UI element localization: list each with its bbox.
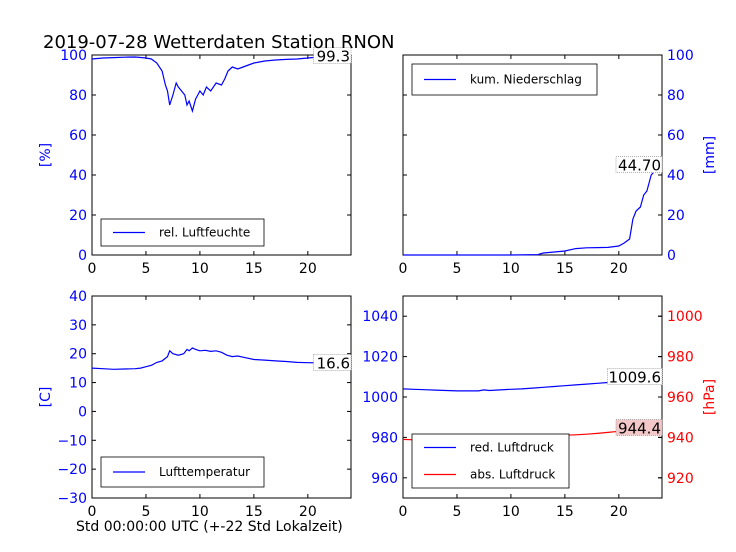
series-line-precipitation-0 (403, 165, 663, 256)
x-tick-label: 20 (610, 261, 628, 277)
y-tick-label: 0 (78, 404, 87, 420)
y-axis-label: [hPa] (702, 379, 718, 415)
value-annotation-box (313, 354, 352, 371)
y-tick-label: 40 (667, 168, 685, 184)
y-tick-label: 100 (60, 48, 87, 64)
x-tick-label: 10 (191, 261, 209, 277)
value-annotation-box (615, 419, 663, 436)
value-annotation: 16.6 (317, 355, 350, 373)
figure-title: 2019-07-28 Wetterdaten Station RNON (43, 32, 394, 53)
value-annotation: 944.4 (618, 420, 661, 438)
y-tick-label: 20 (69, 347, 87, 363)
x-tick-label: 20 (299, 504, 317, 520)
value-annotation-box (313, 47, 352, 64)
x-tick-label: 0 (88, 261, 97, 277)
y-right-tick-label: 920 (667, 471, 694, 487)
y-right-tick-label: 1000 (667, 309, 703, 325)
x-tick-label: 15 (556, 504, 574, 520)
x-tick-label: 5 (452, 261, 461, 277)
figure-xlabel: Std 00:00:00 UTC (+-22 Std Lokalzeit) (76, 519, 343, 535)
y-axis-label: [%] (38, 143, 54, 167)
x-tick-label: 5 (141, 504, 150, 520)
y-right-tick-label: 980 (667, 350, 694, 366)
y-tick-label: 980 (371, 430, 398, 446)
y-tick-label: 1040 (362, 309, 398, 325)
value-annotation: 1009.6 (609, 369, 662, 387)
series-line-temperature-0 (91, 347, 351, 370)
y-tick-label: 960 (371, 471, 398, 487)
y-tick-label: 1020 (362, 350, 398, 366)
plot-frame (91, 54, 352, 256)
y-axis-label: [mm] (702, 136, 718, 174)
y-tick-label: 30 (69, 318, 87, 334)
legend-box (411, 433, 570, 489)
x-tick-label: 20 (299, 261, 317, 277)
x-tick-label: 0 (399, 504, 408, 520)
x-tick-label: 15 (245, 504, 263, 520)
y-tick-label: 80 (69, 88, 87, 104)
x-tick-label: 5 (452, 504, 461, 520)
value-annotation-box (615, 156, 663, 174)
y-tick-label: 20 (69, 208, 87, 224)
panel-humidity: 0 5 10 15 20 0 20 40 60 80 100 [%] 99.3 rel. Luftfeuc… (38, 47, 352, 277)
y-tick-label: 1000 (362, 390, 398, 406)
y-tick-label: 0 (667, 248, 676, 264)
plot-frame (91, 295, 352, 499)
y-tick-label: 60 (667, 128, 685, 144)
y-tick-label: 0 (78, 248, 87, 264)
value-annotation: 99.3 (317, 47, 350, 65)
value-annotation-box (607, 368, 663, 386)
y-axis-label: [C] (38, 387, 54, 408)
x-tick-label: 10 (191, 504, 209, 520)
legend-label: abs. Luftdruck (470, 468, 555, 482)
y-tick-label: 10 (69, 376, 87, 392)
value-annotation: 44.70 (618, 157, 661, 175)
y-tick-label: 40 (69, 289, 87, 305)
x-tick-label: 10 (502, 504, 520, 520)
x-tick-label: 15 (245, 261, 263, 277)
x-tick-label: 10 (502, 261, 520, 277)
x-tick-label: 0 (88, 504, 97, 520)
y-tick-label: −30 (57, 491, 87, 507)
x-tick-label: 0 (399, 261, 408, 277)
legend-label: kum. Niederschlag (470, 73, 582, 87)
x-tick-label: 5 (141, 261, 150, 277)
y-tick-label: −10 (57, 433, 87, 449)
legend-label: Lufttemperatur (159, 465, 250, 479)
y-tick-label: −20 (57, 462, 87, 478)
x-tick-label: 15 (556, 261, 574, 277)
y-tick-label: 60 (69, 128, 87, 144)
legend-label: red. Luftdruck (470, 441, 554, 455)
series-line-humidity-0 (91, 55, 352, 114)
panel-pressure: 0 5 10 15 20 960 980 1000 1020 1040 920 940 960 980 10… (362, 295, 718, 520)
panel-temperature: 0 5 10 15 20 −30 −20 −10 0 10 20 30 40 [C] 16.6 Lufttem… (38, 289, 352, 520)
panel-precipitation: 0 5 10 15 20 0 20 40 60 80 100 [mm] 44.70 kum. Nieder… (399, 48, 718, 277)
y-tick-label: 20 (667, 208, 685, 224)
legend-label: rel. Luftfeuchte (159, 226, 250, 240)
y-right-tick-label: 960 (667, 390, 694, 406)
y-right-tick-label: 940 (667, 430, 694, 446)
y-tick-label: 40 (69, 168, 87, 184)
y-tick-label: 80 (667, 88, 685, 104)
y-tick-label: 100 (667, 48, 694, 64)
x-tick-label: 20 (610, 504, 628, 520)
